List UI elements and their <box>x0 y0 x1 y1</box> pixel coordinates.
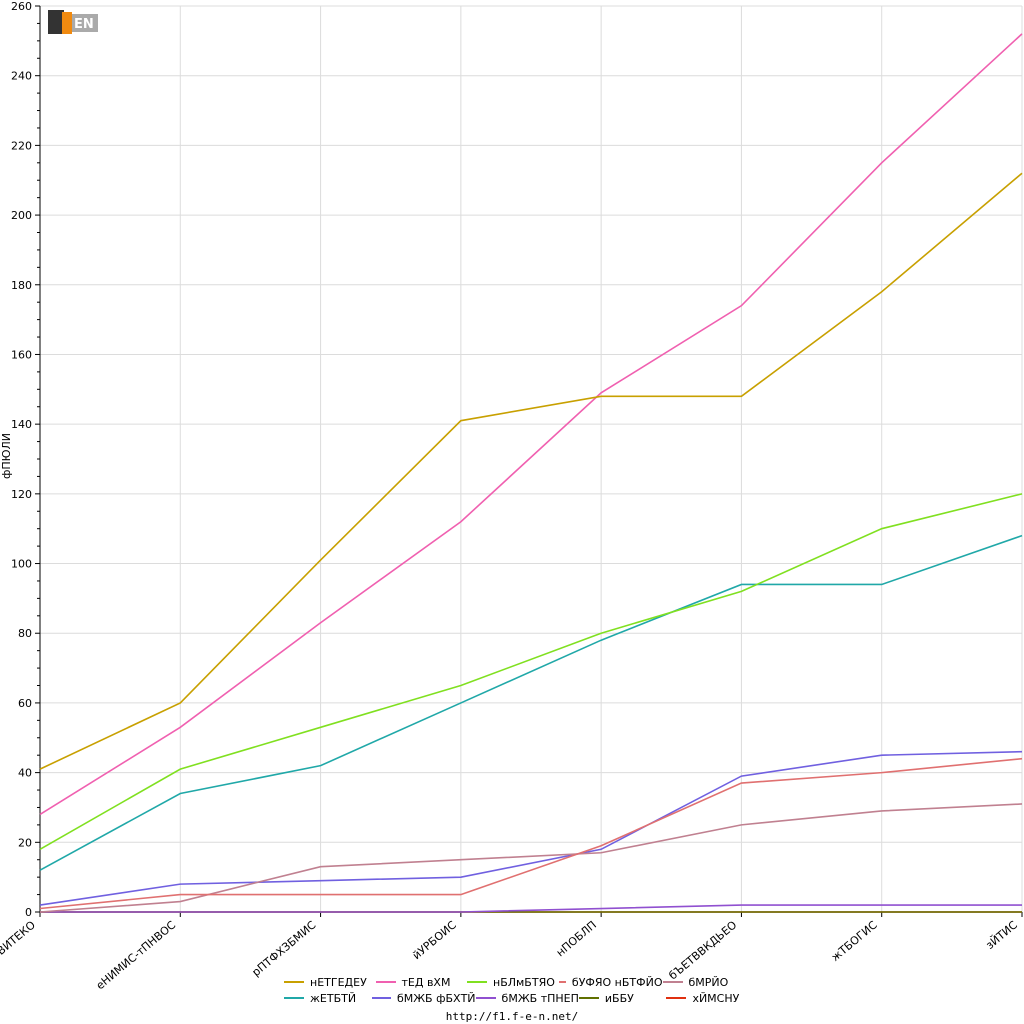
legend-label: бМРЙО <box>688 975 729 989</box>
legend-item: иББУ <box>578 990 667 1006</box>
y-tick-label: 100 <box>11 558 32 571</box>
x-tick-label: вВИТЕКО <box>0 918 38 962</box>
series-line <box>39 757 1023 910</box>
series-line <box>40 904 1022 913</box>
legend-label: иББУ <box>604 991 634 1005</box>
series-line <box>39 33 1023 816</box>
legend: нЕТГЕДЕУ тЕД вХМ нБЛмБТЯО бУФЯО нБТФЙО бМРЙО… <box>284 974 754 1006</box>
y-tick-label: 160 <box>11 348 32 361</box>
legend-label: бМЖБ фБХТЙ <box>396 991 476 1005</box>
f1en-logo: EN <box>48 8 100 36</box>
y-tick-label: 40 <box>18 767 32 780</box>
legend-item: бМЖБ тПНЕП <box>475 990 579 1006</box>
series-line <box>39 172 1023 770</box>
x-tick-label: еНИМИС-тПНВОС <box>94 918 179 992</box>
footer-url: http://f1.f-e-n.net/ <box>445 1010 579 1023</box>
legend-label: хЙМСНУ <box>692 991 740 1005</box>
legend-swatch <box>375 981 396 983</box>
x-tick-label: бЪЕТВВКДЬЕО <box>666 918 739 982</box>
y-tick-label: 140 <box>11 418 32 431</box>
y-tick-label: 200 <box>11 209 32 222</box>
legend-label: тЕД вХМ <box>401 975 451 989</box>
series-line <box>39 534 1023 871</box>
svg-text:EN: EN <box>74 17 94 32</box>
legend-swatch <box>467 981 487 983</box>
x-tick-label: рПТФХЗБМИС <box>250 918 319 979</box>
y-tick-label: 120 <box>11 488 32 501</box>
series-lines <box>39 33 1023 913</box>
legend-item: бМЖБ фБХТЙ <box>371 990 476 1006</box>
legend-item: бУФЯО нБТФЙО <box>558 974 663 990</box>
legend-item: нБЛмБТЯО <box>467 974 559 990</box>
series-line <box>39 803 1023 913</box>
y-tick-label: 180 <box>11 279 32 292</box>
grid <box>39 5 1023 913</box>
y-tick-label: 260 <box>11 0 32 13</box>
y-tick-label: 220 <box>11 139 32 152</box>
x-tick-label: зЙТИС <box>983 918 1020 952</box>
y-tick-label: 0 <box>25 906 32 919</box>
legend-label: бУФЯО нБТФЙО <box>571 975 663 989</box>
legend-item: нЕТГЕДЕУ <box>284 974 376 990</box>
y-axis-label: фПЮЛИ <box>0 433 13 479</box>
y-tick-label: 80 <box>18 627 32 640</box>
legend-swatch <box>284 981 304 983</box>
x-tick-label: жТБОГИС <box>829 918 880 964</box>
legend-swatch <box>662 981 683 983</box>
axes: 0 20 40 60 80 100 120 140 160 180 200 220 240 260 вВИТ… <box>0 0 1023 992</box>
legend-label: нБЛмБТЯО <box>493 975 555 989</box>
legend-item: хЙМСНУ <box>666 990 754 1006</box>
legend-swatch <box>578 997 599 999</box>
legend-label: нЕТГЕДЕУ <box>310 975 367 989</box>
legend-swatch <box>475 997 496 999</box>
series-line <box>39 750 1023 906</box>
y-tick-label: 60 <box>18 697 32 710</box>
legend-item: тЕД вХМ <box>375 974 468 990</box>
legend-label: бМЖБ тПНЕП <box>501 991 579 1005</box>
series-line <box>39 493 1023 850</box>
legend-swatch <box>284 997 304 999</box>
legend-item: жЕТБТЙ <box>284 990 372 1006</box>
y-tick-label: 240 <box>11 70 32 83</box>
legend-item: бМРЙО <box>662 974 755 990</box>
legend-swatch <box>371 997 391 999</box>
x-tick-label: йУРБОИС <box>410 918 459 962</box>
y-tick-label: 20 <box>18 836 32 849</box>
legend-row: жЕТБТЙ бМЖБ фБХТЙ бМЖБ тПНЕП иББУ хЙМСНУ <box>284 990 754 1006</box>
x-tick-label: нПОБЛП <box>554 918 599 959</box>
legend-swatch <box>666 997 687 999</box>
legend-row: нЕТГЕДЕУ тЕД вХМ нБЛмБТЯО бУФЯО нБТФЙО бМРЙО <box>284 974 754 990</box>
legend-label: жЕТБТЙ <box>310 991 357 1005</box>
legend-swatch <box>558 981 566 983</box>
